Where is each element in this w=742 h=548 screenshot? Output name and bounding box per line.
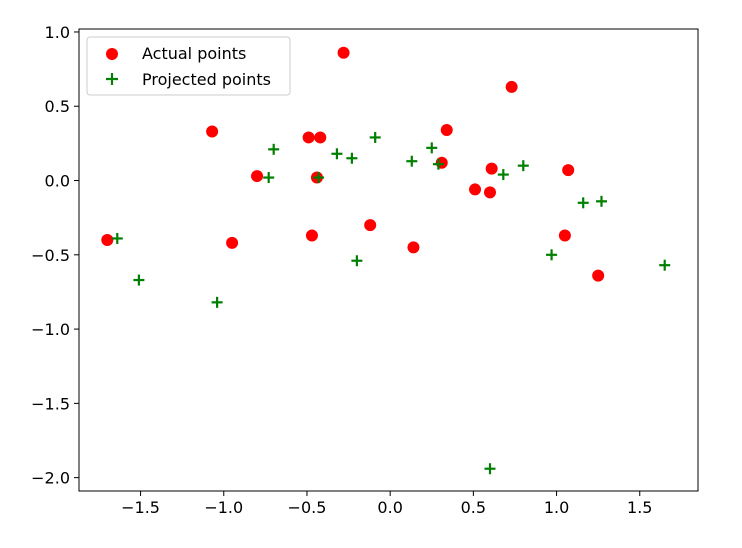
projected-point (406, 155, 418, 167)
projected-point (432, 158, 444, 170)
y-tick-label: −0.5 (31, 246, 70, 265)
plot-area (78, 28, 699, 492)
projected-point (211, 296, 223, 308)
y-axis: 1.0 0.5 0.0 −0.5 −1.0 −1.5 −2.0 (31, 23, 79, 488)
actual-point (484, 186, 497, 199)
projected-point (351, 255, 363, 267)
actual-point (305, 229, 318, 242)
y-tick-label: 1.0 (45, 23, 70, 42)
x-axis: −1.5 −1.0 −0.5 0.0 0.5 1.0 1.5 (121, 491, 652, 517)
projected-point (111, 232, 123, 244)
projected-point (268, 143, 280, 155)
legend: Actual points Projected points (86, 36, 291, 96)
actual-point (592, 269, 605, 282)
projected-point (577, 197, 589, 209)
actual-point (485, 162, 498, 175)
x-tick-label: −1.5 (121, 498, 160, 517)
legend-label-projected: Projected points (142, 70, 271, 89)
legend-marker-projected (106, 73, 118, 85)
projected-point (659, 259, 671, 271)
data-points (101, 46, 671, 475)
x-tick-label: −0.5 (288, 498, 327, 517)
projected-point (517, 160, 529, 172)
x-tick-label: 1.0 (544, 498, 569, 517)
x-tick-label: 1.5 (627, 498, 652, 517)
projected-point (133, 274, 145, 286)
y-tick-label: −1.5 (31, 394, 70, 413)
projected-point (331, 148, 343, 160)
actual-point (101, 233, 114, 246)
projected-point (313, 172, 325, 184)
projected-point (346, 152, 358, 164)
actual-point (251, 170, 264, 183)
actual-point (364, 219, 377, 232)
projected-point (263, 172, 275, 184)
actual-point (314, 131, 327, 144)
projected-point (369, 131, 381, 143)
actual-point (302, 131, 315, 144)
y-tick-label: −2.0 (31, 469, 70, 488)
actual-point (469, 183, 482, 196)
y-tick-label: 0.0 (45, 172, 70, 191)
projected-point (546, 249, 558, 261)
x-tick-label: 0.0 (377, 498, 402, 517)
actual-point (226, 236, 239, 249)
legend-label-actual: Actual points (142, 44, 246, 63)
actual-point (505, 80, 518, 93)
y-tick-label: −1.0 (31, 320, 70, 339)
actual-point (337, 46, 350, 59)
x-tick-label: −1.0 (204, 498, 243, 517)
actual-point (440, 124, 453, 137)
legend-box (86, 36, 291, 96)
projected-point (595, 195, 607, 207)
actual-point (206, 125, 219, 138)
actual-point (558, 229, 571, 242)
projected-point (426, 142, 438, 154)
actual-point (562, 164, 575, 177)
y-tick-label: 0.5 (45, 97, 70, 116)
projected-point (497, 169, 509, 181)
projected-point (484, 463, 496, 475)
legend-marker-actual (106, 48, 118, 60)
actual-point (407, 241, 420, 254)
x-tick-label: 0.5 (461, 498, 486, 517)
